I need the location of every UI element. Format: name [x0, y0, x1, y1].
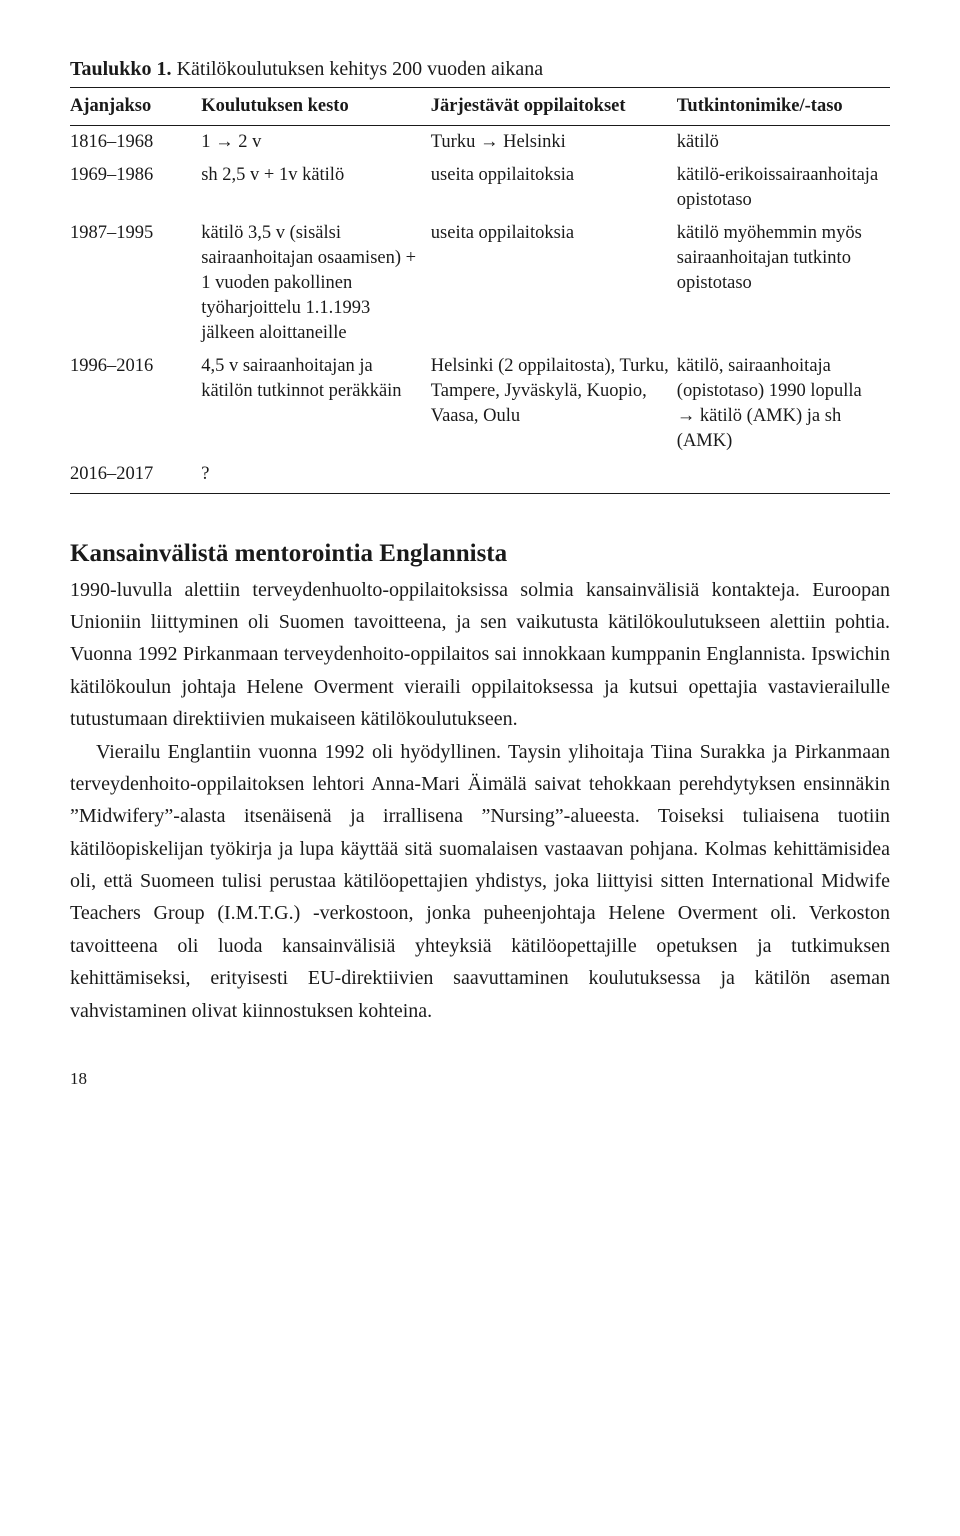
table-title: Taulukko 1. Kätilökoulutuksen kehitys 20… — [70, 58, 890, 81]
th-oppilaitokset: Järjestävät oppilaitokset — [431, 88, 677, 126]
page-number: 18 — [70, 1069, 890, 1089]
cell-period: 1969–1986 — [70, 159, 201, 217]
cell-period: 2016–2017 — [70, 458, 201, 493]
cell-kesto: kätilö 3,5 v (sisälsi sairaanhoitajan os… — [201, 217, 431, 350]
cell-opp: useita oppilaitoksia — [431, 159, 677, 217]
cell-opp — [431, 458, 677, 493]
body-paragraph-1: 1990-luvulla alettiin terveydenhuolto-op… — [70, 574, 890, 736]
section-heading: Kansainvälistä mentorointia Englannista — [70, 540, 890, 568]
table-row: 1996–2016 4,5 v sairaanhoitajan ja kätil… — [70, 350, 890, 458]
table-caption: Kätilökoulutuksen kehitys 200 vuoden aik… — [177, 58, 544, 80]
cell-kesto: 4,5 v sairaanhoitajan ja kätilön tutkinn… — [201, 350, 431, 458]
table-row: 1969–1986 sh 2,5 v + 1v kätilö useita op… — [70, 159, 890, 217]
table-row: 1816–1968 1 → 2 v Turku → Helsinki kätil… — [70, 125, 890, 158]
table-row: 1987–1995 kätilö 3,5 v (sisälsi sairaanh… — [70, 217, 890, 350]
cell-taso: kätilö, sairaanhoitaja (opistotaso) 1990… — [677, 350, 890, 458]
th-kesto: Koulutuksen kesto — [201, 88, 431, 126]
th-taso: Tutkintonimike/-taso — [677, 88, 890, 126]
cell-opp: useita oppilaitoksia — [431, 217, 677, 350]
cell-period: 1987–1995 — [70, 217, 201, 350]
body-paragraph-2: Vierailu Englantiin vuonna 1992 oli hyöd… — [70, 736, 890, 1028]
cell-taso: kätilö-erikoissairaanhoitaja opistotaso — [677, 159, 890, 217]
cell-taso: kätilö — [677, 125, 890, 158]
cell-opp: Turku → Helsinki — [431, 125, 677, 158]
cell-period: 1996–2016 — [70, 350, 201, 458]
cell-kesto: sh 2,5 v + 1v kätilö — [201, 159, 431, 217]
cell-taso — [677, 458, 890, 493]
cell-opp: Helsinki (2 oppilaitosta), Turku, Tamper… — [431, 350, 677, 458]
cell-taso: kätilö myöhemmin myös sairaanhoitajan tu… — [677, 217, 890, 350]
koulutus-table: Ajanjakso Koulutuksen kesto Järjestävät … — [70, 87, 890, 494]
cell-kesto: 1 → 2 v — [201, 125, 431, 158]
table-label: Taulukko 1. — [70, 58, 172, 80]
th-ajanjakso: Ajanjakso — [70, 88, 201, 126]
cell-period: 1816–1968 — [70, 125, 201, 158]
table-row: 2016–2017 ? — [70, 458, 890, 493]
cell-kesto: ? — [201, 458, 431, 493]
